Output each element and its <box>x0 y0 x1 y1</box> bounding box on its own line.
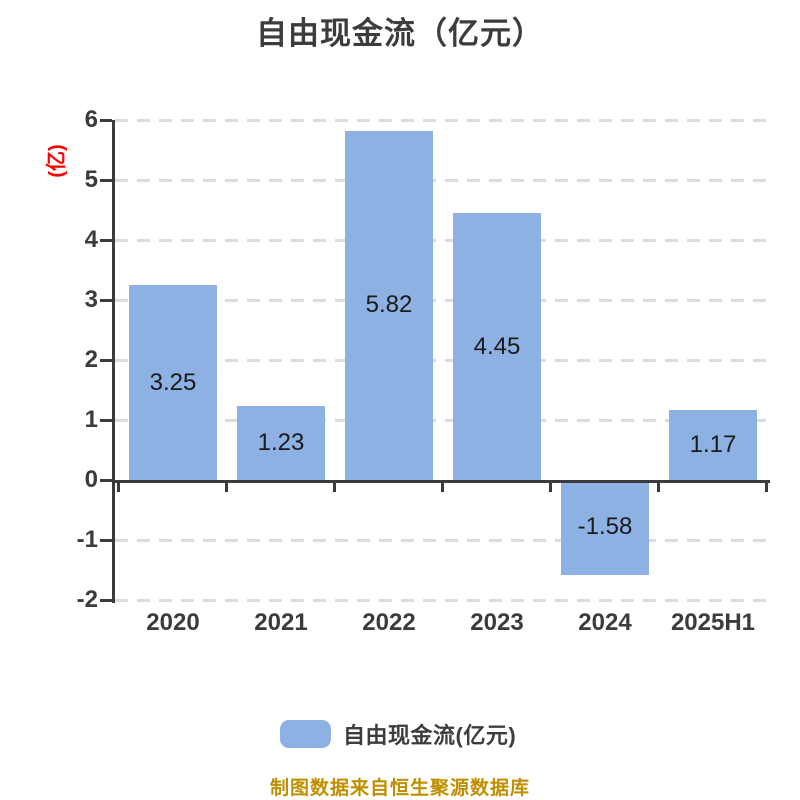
y-tick-label: 4 <box>84 226 98 253</box>
y-tick-6 <box>100 119 112 122</box>
x-axis-baseline <box>112 480 770 483</box>
gridline-y-2 <box>115 359 770 362</box>
bar-value-label: 4.45 <box>473 332 521 360</box>
bar-2021 <box>237 406 325 480</box>
y-tick-0 <box>100 479 112 482</box>
y-tick-label: 5 <box>84 166 98 193</box>
x-tick-3 <box>441 480 444 492</box>
y-tick-label: 6 <box>84 106 98 133</box>
bar-2025H1 <box>669 409 757 480</box>
y-tick-label: 3 <box>84 286 98 313</box>
x-tick-label-2024: 2024 <box>578 609 632 636</box>
bar-value-label: 1.17 <box>689 430 737 458</box>
chart-title: 自由现金流（亿元） <box>256 16 544 51</box>
legend-item: 自由现金流(亿元) <box>280 718 516 750</box>
x-tick-0 <box>117 480 120 492</box>
gridline-y-5 <box>115 179 770 182</box>
bar-2020 <box>129 285 217 480</box>
x-tick-2 <box>333 480 336 492</box>
y-tick--2 <box>100 599 112 602</box>
gridline-y--2 <box>115 599 770 602</box>
y-tick-2 <box>100 359 112 362</box>
x-tick-6 <box>765 480 768 492</box>
x-tick-5 <box>657 480 660 492</box>
y-tick-label: 1 <box>84 406 98 433</box>
x-tick-label-2025H1: 2025H1 <box>670 609 756 636</box>
gridline-y--1 <box>115 539 770 542</box>
x-tick-label-2020: 2020 <box>146 609 200 636</box>
x-tick-1 <box>225 480 228 492</box>
data-source-credit: 制图数据来自恒生聚源数据库 <box>269 778 530 799</box>
y-tick-label: -1 <box>76 526 98 553</box>
legend: 自由现金流(亿元) <box>0 718 800 754</box>
y-tick-1 <box>100 419 112 422</box>
legend-swatch <box>280 720 331 748</box>
gridline-y-4 <box>115 239 770 242</box>
bar-2024 <box>561 480 649 575</box>
y-tick-label: 0 <box>84 466 98 493</box>
x-tick-label-2023: 2023 <box>470 609 524 636</box>
y-tick-label: -2 <box>76 586 98 613</box>
legend-label: 自由现金流(亿元) <box>343 723 517 748</box>
y-tick-label: 2 <box>84 346 98 373</box>
bar-value-label: -1.58 <box>577 513 633 541</box>
gridline-y-1 <box>115 419 770 422</box>
x-tick-label-2022: 2022 <box>362 609 416 636</box>
bar-2022 <box>345 130 433 480</box>
y-tick--1 <box>100 539 112 542</box>
gridline-y-6 <box>115 119 770 122</box>
y-axis-line <box>112 120 115 603</box>
bar-value-label: 5.82 <box>365 291 413 319</box>
gridline-y-3 <box>115 299 770 302</box>
y-tick-3 <box>100 299 112 302</box>
bar-2023 <box>453 213 541 480</box>
x-tick-4 <box>549 480 552 492</box>
bar-value-label: 3.25 <box>149 368 197 396</box>
x-tick-label-2021: 2021 <box>254 609 308 636</box>
y-tick-4 <box>100 239 112 242</box>
y-tick-5 <box>100 179 112 182</box>
bar-value-label: 1.23 <box>257 429 305 457</box>
